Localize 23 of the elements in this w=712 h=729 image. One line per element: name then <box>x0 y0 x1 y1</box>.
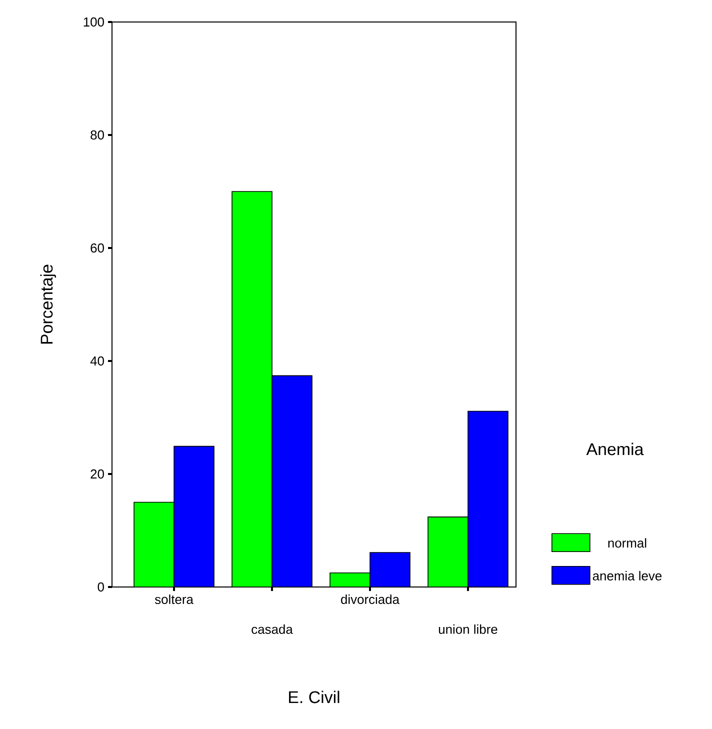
bar <box>174 446 214 587</box>
y-tick-label: 20 <box>90 469 104 479</box>
bar <box>134 502 174 587</box>
y-tick-label: 0 <box>98 582 104 592</box>
legend-label: normal <box>608 538 646 548</box>
x-tick-label: soltera <box>154 594 194 604</box>
x-tick-label: union libre <box>438 624 498 634</box>
y-tick-label: 60 <box>90 243 104 253</box>
bar <box>232 191 272 587</box>
x-tick-label: casada <box>252 624 293 634</box>
bar <box>468 410 508 587</box>
y-tick-label: 100 <box>84 17 104 27</box>
y-tick-label: 80 <box>90 130 104 140</box>
legend-title: Anemia <box>586 442 644 456</box>
x-tick-label: divorciada <box>341 594 400 604</box>
y-tick-label: 40 <box>90 356 104 366</box>
bar <box>272 375 312 587</box>
bar <box>370 552 410 587</box>
y-axis-title: Porcentaje <box>40 264 56 344</box>
legend-label: anemia leve <box>592 570 662 580</box>
bar <box>428 516 468 587</box>
x-axis-title: E. Civil <box>289 690 340 704</box>
bar <box>330 572 370 587</box>
